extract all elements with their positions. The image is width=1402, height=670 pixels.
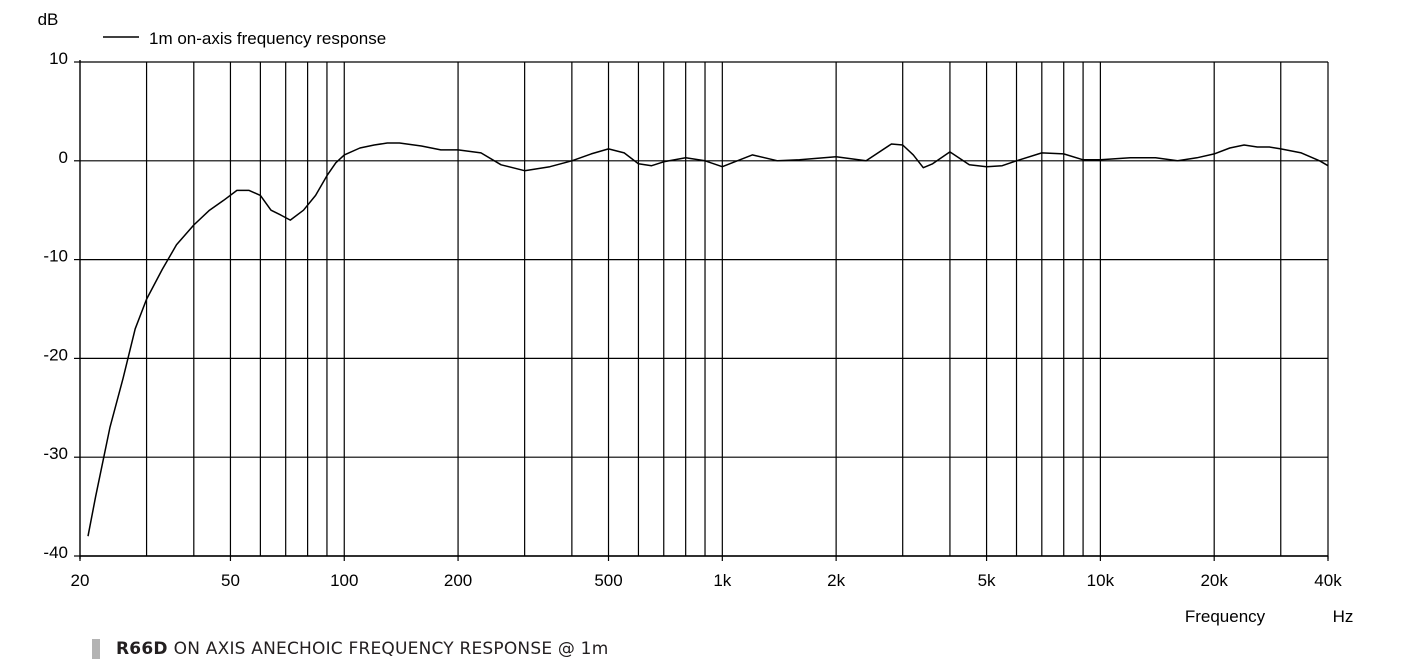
x-axis-label: Frequency (1185, 607, 1266, 626)
y-tick-label: 0 (59, 148, 68, 167)
plot-frame (79, 60, 1329, 559)
grid (80, 61, 1328, 557)
x-axis-ticks: 20 50 100 200 500 1k 2k 5k 10k 20k 40k (71, 556, 1342, 590)
y-axis-ticks: 10 0 -10 -20 -30 -40 (43, 49, 80, 562)
figure-caption: R66D ON AXIS ANECHOIC FREQUENCY RESPONSE… (92, 638, 608, 660)
x-tick-label: 20k (1200, 571, 1228, 590)
x-tick-label: 1k (713, 571, 731, 590)
legend-label: 1m on-axis frequency response (149, 29, 386, 48)
legend: 1m on-axis frequency response (103, 29, 386, 48)
x-tick-label: 100 (330, 571, 358, 590)
caption-marker (92, 639, 100, 659)
caption-text: ON AXIS ANECHOIC FREQUENCY RESPONSE @ 1m (173, 639, 609, 659)
x-tick-label: 20 (71, 571, 90, 590)
y-tick-label: -40 (43, 543, 68, 562)
x-axis-unit: Hz (1333, 607, 1354, 626)
x-tick-label: 5k (978, 571, 996, 590)
y-tick-label: -10 (43, 247, 68, 266)
x-tick-label: 10k (1087, 571, 1115, 590)
x-tick-label: 500 (594, 571, 622, 590)
frequency-response-chart: dB 1m on-axis frequency response 100-10-… (38, 10, 1354, 626)
frequency-response-line (87, 142, 1329, 537)
caption-model: R66D (116, 639, 168, 659)
y-tick-label: 10 (49, 49, 68, 68)
x-tick-label: 200 (444, 571, 472, 590)
y-tick-label: -20 (43, 345, 68, 364)
x-tick-label: 50 (221, 571, 240, 590)
y-axis-label: dB (38, 10, 59, 29)
x-tick-label: 40k (1314, 571, 1342, 590)
y-tick-label: -30 (43, 444, 68, 463)
x-tick-label: 2k (827, 571, 845, 590)
